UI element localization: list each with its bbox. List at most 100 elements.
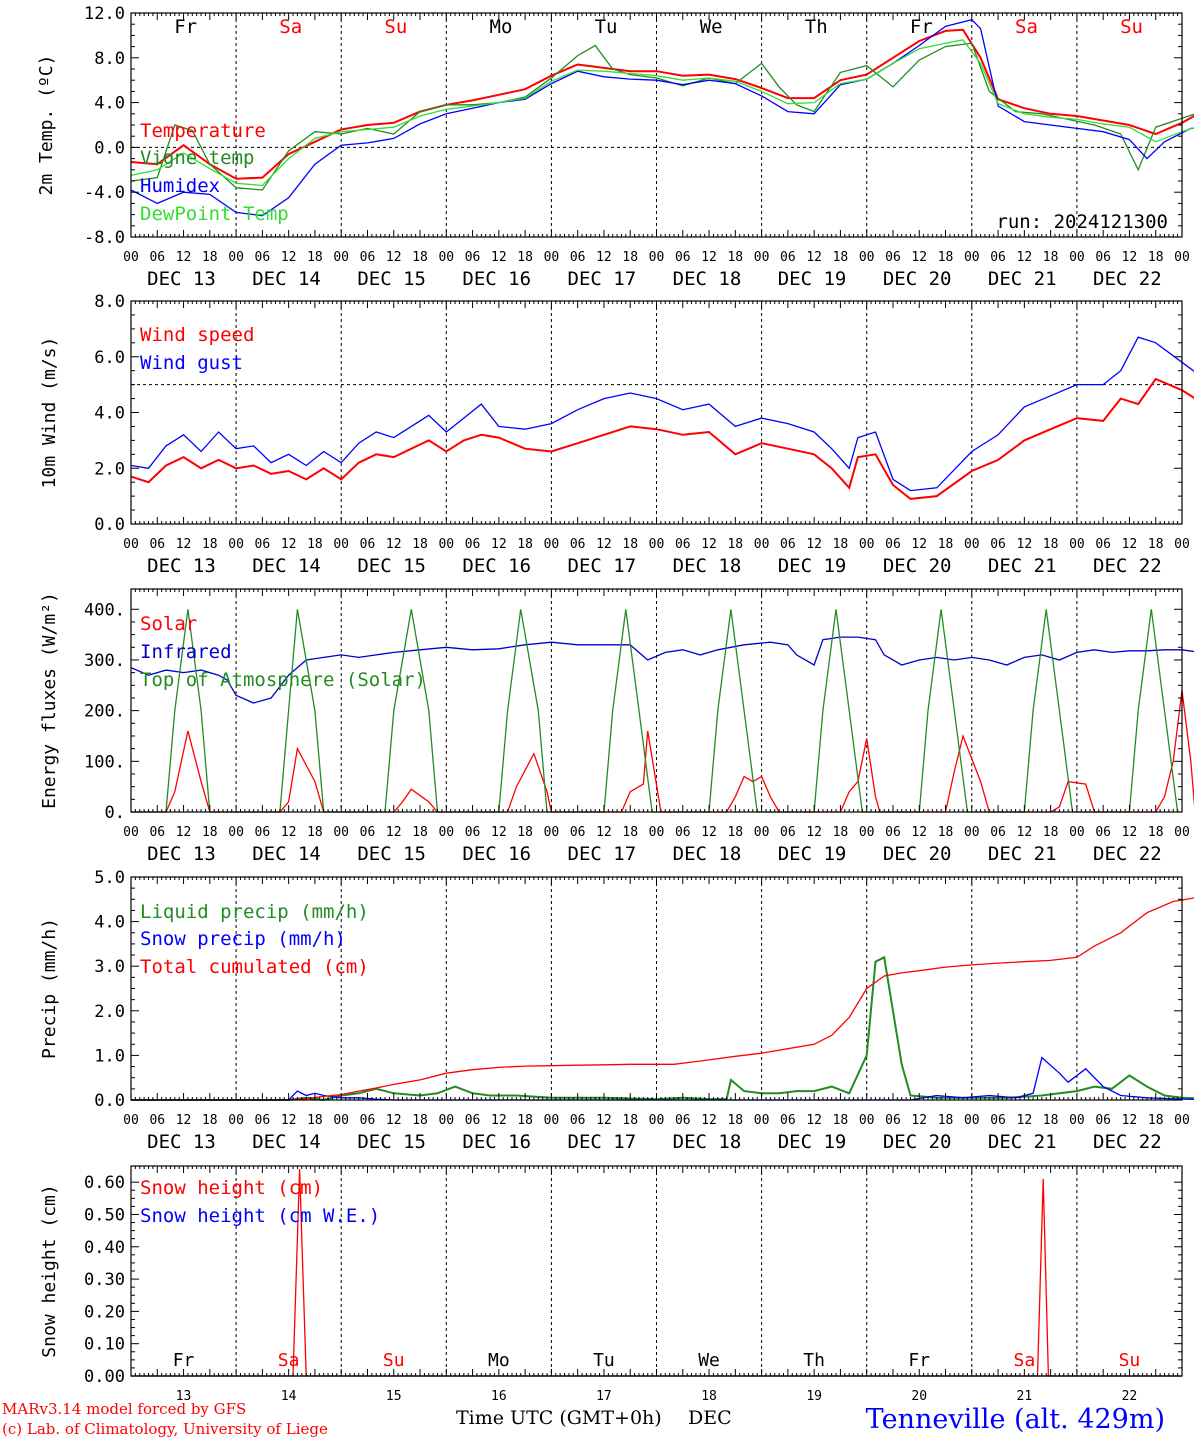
date-label: DEC 15 bbox=[357, 268, 426, 290]
hour-label: 18 bbox=[1043, 537, 1059, 552]
hour-label: 00 bbox=[1069, 825, 1085, 840]
hour-label: 00 bbox=[333, 537, 349, 552]
date-label: DEC 22 bbox=[1093, 1131, 1162, 1153]
y-tick-label: 6.0 bbox=[94, 348, 125, 368]
hour-label: 18 bbox=[517, 825, 533, 840]
hour-label: 12 bbox=[1017, 537, 1033, 552]
hour-label: 00 bbox=[1174, 537, 1190, 552]
weekday-label: Tu bbox=[595, 16, 618, 38]
hour-label: 06 bbox=[675, 250, 691, 265]
y-tick-label: 4.0 bbox=[94, 913, 125, 933]
hour-label: 06 bbox=[780, 825, 796, 840]
y-axis-label: 2m Temp. (ºC) bbox=[36, 55, 57, 196]
day-number: 17 bbox=[596, 1389, 612, 1404]
y-tick-label: 4.0 bbox=[94, 404, 125, 424]
hour-label: 06 bbox=[990, 537, 1006, 552]
panel-5: 0.00 0.10 0.20 0.30 0.40 0.50 0.60 Snow height … bbox=[39, 1165, 1183, 1404]
hour-label: 06 bbox=[360, 250, 376, 265]
hour-label: 06 bbox=[149, 250, 165, 265]
hour-label: 00 bbox=[123, 250, 139, 265]
hour-label: 12 bbox=[701, 825, 717, 840]
hour-label: 00 bbox=[228, 250, 244, 265]
date-label: DEC 22 bbox=[1093, 843, 1162, 865]
legend-entry: Wind speed bbox=[140, 324, 254, 346]
series-snow-height-cm- bbox=[131, 1169, 1182, 1377]
y-tick-label: 0.00 bbox=[84, 1367, 125, 1387]
legend-entry: Solar bbox=[140, 613, 197, 635]
model-credit: MARv3.14 model forced by GFS bbox=[2, 1400, 246, 1418]
hour-label: 00 bbox=[649, 825, 665, 840]
y-tick-label: 0.30 bbox=[84, 1270, 125, 1290]
day-number: 13 bbox=[176, 1389, 192, 1404]
date-label: DEC 14 bbox=[252, 1131, 321, 1153]
hour-label: 18 bbox=[307, 250, 323, 265]
series-top-of-atmosphere-solar- bbox=[131, 609, 1179, 813]
run-label: run: 2024121300 bbox=[996, 211, 1168, 233]
hour-label: 00 bbox=[333, 250, 349, 265]
hour-label: 18 bbox=[622, 825, 638, 840]
day-number: 16 bbox=[491, 1389, 507, 1404]
hour-label: 18 bbox=[938, 537, 954, 552]
hour-label: 00 bbox=[333, 825, 349, 840]
date-label: DEC 14 bbox=[252, 268, 321, 290]
hour-label: 00 bbox=[544, 825, 560, 840]
weekday-label: We bbox=[700, 16, 723, 38]
hour-label: 00 bbox=[964, 1113, 980, 1128]
hour-label: 18 bbox=[202, 250, 218, 265]
date-label: DEC 21 bbox=[988, 843, 1057, 865]
hour-label: 06 bbox=[675, 1113, 691, 1128]
weekday-label: Fr bbox=[908, 1350, 930, 1371]
hour-label: 12 bbox=[596, 1113, 612, 1128]
hour-label: 12 bbox=[1017, 825, 1033, 840]
date-label: DEC 16 bbox=[462, 268, 531, 290]
hour-label: 18 bbox=[1043, 250, 1059, 265]
hour-label: 06 bbox=[885, 1113, 901, 1128]
date-label: DEC 17 bbox=[568, 268, 637, 290]
day-number: 21 bbox=[1017, 1389, 1033, 1404]
y-tick-label: 0.60 bbox=[84, 1173, 125, 1193]
date-label: DEC 13 bbox=[147, 843, 216, 865]
hour-label: 12 bbox=[386, 1113, 402, 1128]
hour-label: 06 bbox=[465, 537, 481, 552]
y-tick-label: 1.0 bbox=[94, 1046, 125, 1066]
hour-label: 00 bbox=[859, 537, 875, 552]
hour-label: 00 bbox=[754, 250, 770, 265]
hour-label: 18 bbox=[938, 825, 954, 840]
series-vigne-temp bbox=[130, 42, 1194, 191]
hour-label: 18 bbox=[1043, 825, 1059, 840]
legend-entry: Temperature bbox=[140, 120, 266, 142]
hour-label: 06 bbox=[780, 1113, 796, 1128]
hour-label: 00 bbox=[1174, 1113, 1190, 1128]
hour-label: 18 bbox=[622, 1113, 638, 1128]
hour-label: 06 bbox=[149, 537, 165, 552]
hour-label: 18 bbox=[412, 250, 428, 265]
y-tick-label: 300. bbox=[84, 651, 125, 671]
date-label: DEC 18 bbox=[673, 555, 742, 577]
hour-label: 18 bbox=[622, 537, 638, 552]
date-label: DEC 15 bbox=[357, 843, 426, 865]
hour-label: 18 bbox=[1148, 537, 1164, 552]
hour-label: 18 bbox=[412, 537, 428, 552]
hour-label: 00 bbox=[438, 250, 454, 265]
hour-label: 12 bbox=[806, 537, 822, 552]
hour-label: 12 bbox=[176, 825, 192, 840]
date-label: DEC 18 bbox=[673, 268, 742, 290]
y-tick-label: 8.0 bbox=[94, 49, 125, 69]
date-label: DEC 17 bbox=[568, 843, 637, 865]
hour-label: 12 bbox=[491, 1113, 507, 1128]
hour-label: 06 bbox=[990, 1113, 1006, 1128]
hour-label: 18 bbox=[622, 250, 638, 265]
hour-label: 06 bbox=[570, 1113, 586, 1128]
date-label: DEC 19 bbox=[778, 843, 847, 865]
plot-frame bbox=[130, 588, 1183, 813]
weekday-label: Sa bbox=[1015, 16, 1038, 38]
x-axis-month: DEC bbox=[688, 1407, 732, 1429]
hour-label: 12 bbox=[281, 825, 297, 840]
hour-label: 18 bbox=[202, 1113, 218, 1128]
hour-label: 12 bbox=[596, 537, 612, 552]
hour-label: 06 bbox=[885, 537, 901, 552]
hour-label: 00 bbox=[1069, 537, 1085, 552]
hour-label: 06 bbox=[1095, 825, 1111, 840]
hour-label: 12 bbox=[806, 250, 822, 265]
hour-label: 18 bbox=[307, 825, 323, 840]
